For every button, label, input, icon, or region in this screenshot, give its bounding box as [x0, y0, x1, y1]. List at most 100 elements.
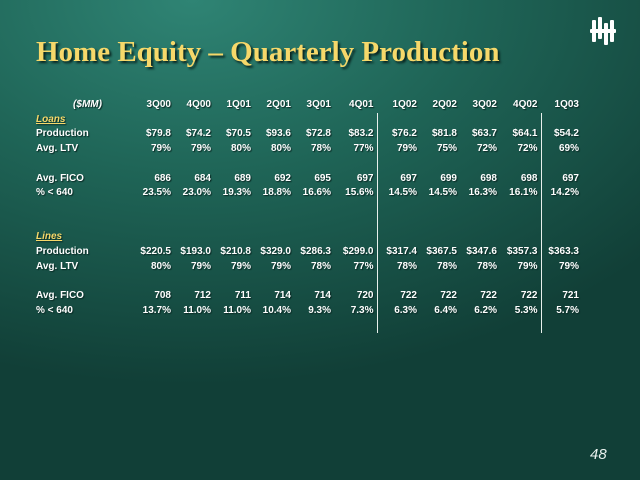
table-cell: 689 — [234, 172, 251, 184]
table-cell: $76.2 — [376, 127, 420, 143]
table-cell: $72.8 — [305, 128, 331, 140]
table-row: Production $79.8 $74.2 $70.5 $93.6 $72.8 $83.2… — [36, 127, 582, 143]
table-cell: 79% — [190, 260, 211, 272]
table-cell: $329.0 — [260, 245, 291, 257]
table-cell: 79% — [517, 260, 538, 272]
table-cell: 684 — [194, 172, 211, 184]
table-cell: 79% — [270, 260, 291, 272]
table-row: Avg. FICO 708 712 711 714 714 720 722 722 722 722 7… — [36, 289, 582, 304]
table-cell: $193.0 — [180, 245, 211, 257]
table-cell: 23.5% — [142, 187, 171, 199]
col-header: 1Q03 — [554, 99, 579, 110]
table-cell: 16.6% — [302, 187, 331, 199]
table-cell: 722 — [376, 289, 420, 304]
col-header: 4Q00 — [186, 99, 211, 110]
lines-section-heading: Lines — [36, 231, 63, 243]
table-cell: 720 — [356, 290, 374, 302]
table-cell: $93.6 — [265, 128, 291, 140]
spacer-row — [36, 156, 582, 172]
table-cell: 79% — [150, 143, 171, 155]
table-row: % < 640 13.7% 11.0% 11.0% 10.4% 9.3% 7.3% 6.3% 6… — [36, 303, 582, 319]
table-cell: 69% — [540, 142, 582, 157]
table-cell: $64.1 — [512, 128, 538, 140]
col-header: 1Q02 — [392, 99, 417, 110]
table-cell: $367.5 — [426, 245, 457, 257]
spacer-row — [36, 274, 582, 290]
table-row: Production $220.5 $193.0 $210.8 $329.0 $286.3… — [36, 244, 582, 260]
table-cell: 697 — [540, 171, 582, 187]
table-cell: 79% — [376, 142, 420, 157]
table-cell: $210.8 — [220, 245, 251, 257]
table-cell: 11.0% — [223, 304, 251, 316]
table-cell: 714 — [314, 290, 331, 302]
table-cell: 78% — [436, 260, 457, 272]
col-header: 3Q00 — [146, 99, 171, 110]
company-logo-icon — [590, 17, 616, 45]
table-cell: 77% — [353, 260, 374, 272]
table-cell: 15.6% — [345, 187, 374, 199]
table-cell: 5.3% — [514, 304, 538, 316]
col-header: 3Q01 — [306, 99, 331, 110]
table-cell: 77% — [353, 143, 374, 155]
table-cell: 6.4% — [434, 304, 457, 316]
table-cell: 698 — [520, 172, 538, 184]
spacer-row — [36, 200, 582, 216]
header-row: ($MM) 3Q00 4Q00 1Q01 2Q01 3Q01 4Q01 1Q02… — [36, 98, 582, 113]
table-cell: 686 — [154, 172, 171, 184]
table-cell: 711 — [234, 290, 251, 302]
table-cell: 698 — [480, 172, 497, 184]
row-label: % < 640 — [36, 187, 73, 199]
slide-title: Home Equity – Quarterly Production — [36, 36, 500, 68]
table-cell: 75% — [436, 143, 457, 155]
table-cell: $317.4 — [376, 244, 420, 260]
table-cell: 13.7% — [142, 304, 171, 316]
table-cell: $63.7 — [471, 128, 497, 140]
section-heading-row: Lines — [36, 230, 582, 245]
col-header: 3Q02 — [472, 99, 497, 110]
table-cell: 697 — [376, 171, 420, 187]
table-cell: 721 — [540, 289, 582, 304]
production-table: ($MM) 3Q00 4Q00 1Q01 2Q01 3Q01 4Q01 1Q02… — [36, 98, 582, 334]
table-cell: 72% — [476, 143, 497, 155]
table-cell: 699 — [440, 172, 457, 184]
row-label: % < 640 — [36, 304, 73, 316]
table-cell: 18.8% — [262, 187, 291, 199]
table-cell: 6.2% — [474, 304, 497, 316]
spacer-row — [36, 215, 582, 231]
table-cell: 708 — [154, 290, 171, 302]
table-cell: 72% — [517, 143, 538, 155]
table-cell: $70.5 — [225, 128, 251, 140]
table-cell: $357.3 — [506, 245, 538, 257]
unit-label: ($MM) — [73, 99, 102, 110]
table-cell: $363.3 — [540, 244, 582, 260]
table-cell: $83.2 — [348, 128, 374, 140]
table-cell: 79% — [540, 259, 582, 275]
table-cell: $220.5 — [140, 245, 171, 257]
table-cell: $299.0 — [342, 245, 374, 257]
table-cell: $347.6 — [466, 245, 497, 257]
table-cell: 16.3% — [468, 187, 497, 199]
col-header: 2Q02 — [432, 99, 457, 110]
table-cell: 712 — [194, 290, 211, 302]
table-cell: 78% — [376, 259, 420, 275]
table-cell: 5.7% — [540, 303, 582, 319]
table-cell: 19.3% — [222, 187, 251, 199]
table-row: Avg. LTV 80% 79% 79% 79% 78% 77% 78% 78% 78% 79% 79… — [36, 259, 582, 275]
table-cell: 80% — [270, 143, 291, 155]
page-number: 48 — [590, 446, 607, 463]
row-label: Production — [36, 245, 89, 257]
table-cell: 692 — [274, 172, 291, 184]
table-cell: 80% — [230, 143, 251, 155]
table-cell: 14.5% — [428, 187, 457, 199]
table-cell: 11.0% — [183, 304, 211, 316]
table-cell: 697 — [356, 172, 374, 184]
table-cell: 9.3% — [308, 304, 331, 316]
table-cell: 722 — [480, 290, 497, 302]
table-cell: 7.3% — [350, 304, 374, 316]
table-cell: $74.2 — [185, 128, 211, 140]
table-cell: 722 — [440, 290, 457, 302]
table-cell: $79.8 — [145, 128, 171, 140]
table-cell: 78% — [310, 260, 331, 272]
col-header: 1Q01 — [226, 99, 251, 110]
table-row: Avg. FICO 686 684 689 692 695 697 697 699 698 698 6… — [36, 171, 582, 187]
